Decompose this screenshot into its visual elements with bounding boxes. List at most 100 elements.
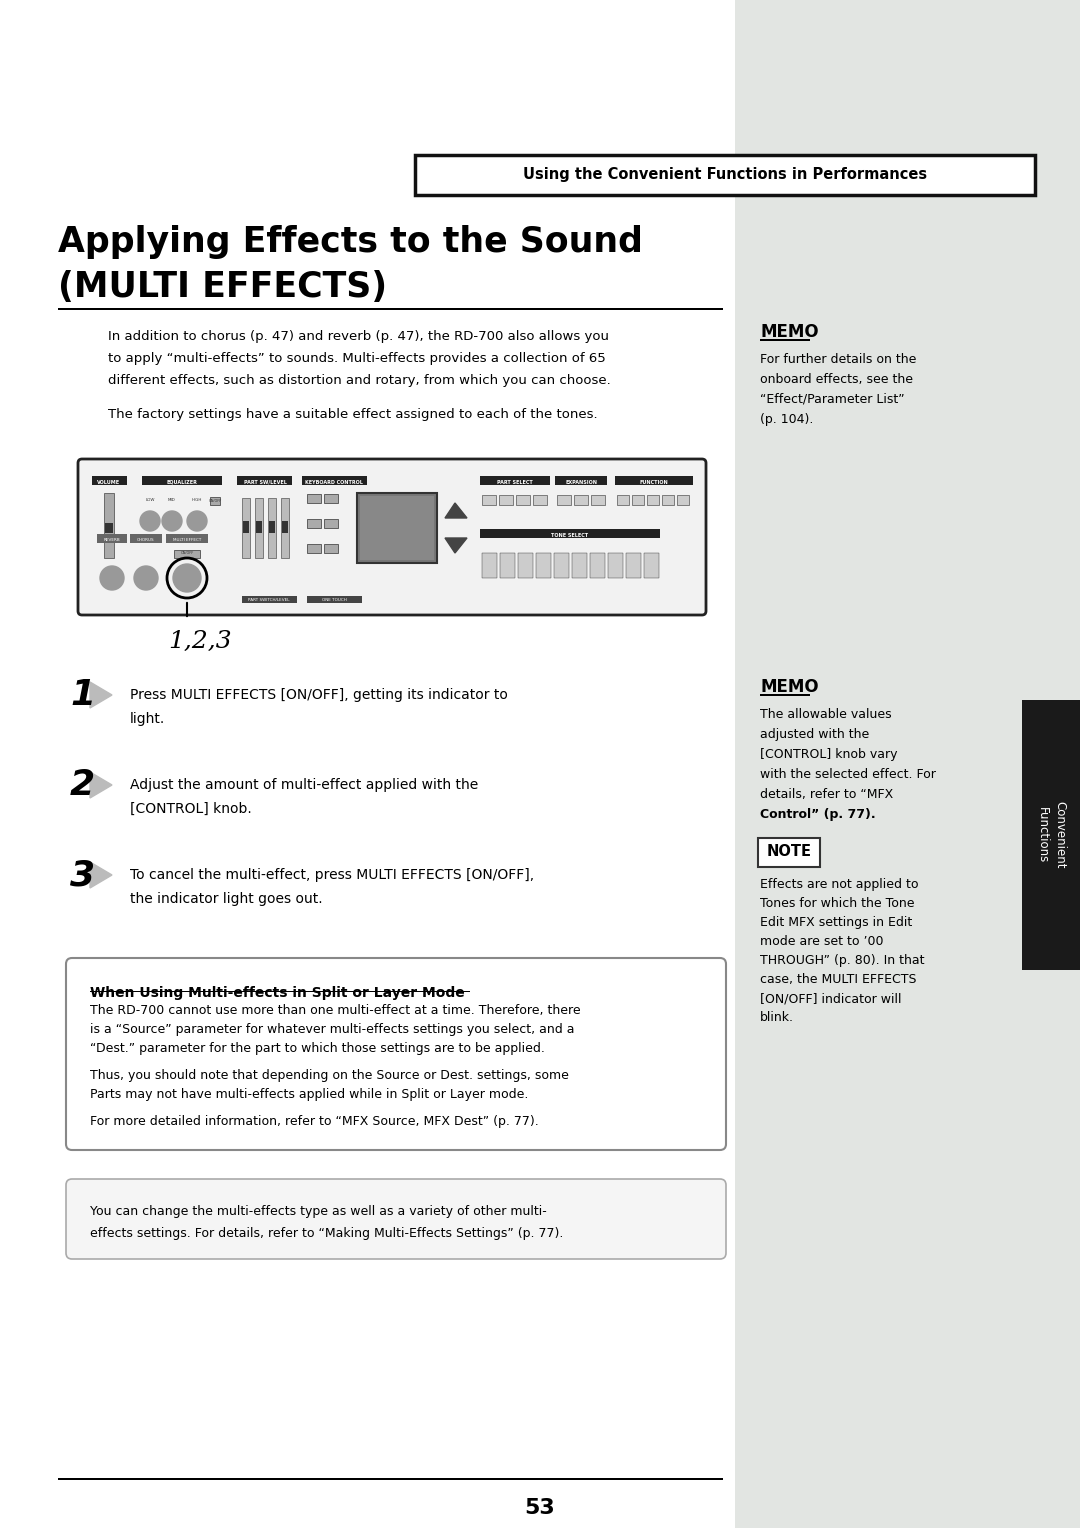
Text: THROUGH” (p. 80). In that: THROUGH” (p. 80). In that [760, 953, 924, 967]
Bar [58, 1478, 723, 1481]
Bar [1022, 700, 1080, 970]
Text: [ON/OFF] indicator will: [ON/OFF] indicator will [760, 992, 902, 1005]
Text: Parts may not have multi-effects applied while in Split or Layer mode.: Parts may not have multi-effects applied… [90, 1088, 528, 1102]
Text: details, refer to “MFX: details, refer to “MFX [760, 788, 893, 801]
Text: mode are set to ’00: mode are set to ’00 [760, 935, 883, 947]
Text: ON/OFF: ON/OFF [180, 552, 193, 555]
Bar [307, 544, 321, 553]
Bar [281, 498, 289, 558]
Bar [534, 495, 546, 504]
Bar [760, 339, 810, 341]
Text: Adjust the amount of multi-effect applied with the: Adjust the amount of multi-effect applie… [130, 778, 478, 792]
Bar [480, 529, 660, 538]
Bar [554, 553, 569, 578]
Bar [677, 495, 689, 504]
Bar [572, 553, 588, 578]
Bar [97, 533, 127, 542]
Text: Tones for which the Tone: Tones for which the Tone [760, 897, 915, 911]
Bar [482, 495, 496, 504]
Bar [237, 477, 292, 484]
Text: is a “Source” parameter for whatever multi-effects settings you select, and a: is a “Source” parameter for whatever mul… [90, 1024, 575, 1036]
Text: PART SW/LEVEL: PART SW/LEVEL [244, 480, 286, 484]
Bar [307, 494, 321, 503]
Text: [CONTROL] knob vary: [CONTROL] knob vary [760, 749, 897, 761]
Text: Control” (p. 77).: Control” (p. 77). [760, 808, 876, 821]
Text: FUNCTION: FUNCTION [639, 480, 669, 484]
Bar [632, 495, 644, 504]
Text: blink.: blink. [760, 1012, 794, 1024]
Text: LOW: LOW [145, 498, 154, 503]
Bar [480, 477, 550, 484]
Bar [644, 553, 659, 578]
Text: (p. 104).: (p. 104). [760, 413, 813, 426]
FancyBboxPatch shape [758, 837, 820, 866]
Text: The factory settings have a suitable effect assigned to each of the tones.: The factory settings have a suitable eff… [108, 408, 597, 422]
Text: different effects, such as distortion and rotary, from which you can choose.: different effects, such as distortion an… [108, 374, 611, 387]
Text: ON/OFF: ON/OFF [208, 500, 221, 503]
Bar [590, 553, 605, 578]
Text: MID: MID [168, 498, 176, 503]
Circle shape [140, 510, 160, 532]
Bar [626, 553, 642, 578]
Bar [500, 553, 515, 578]
Text: MEMO: MEMO [760, 322, 819, 341]
Text: with the selected effect. For: with the selected effect. For [760, 769, 936, 781]
Text: You can change the multi-effects type as well as a variety of other multi-: You can change the multi-effects type as… [90, 1206, 546, 1218]
Text: The allowable values: The allowable values [760, 707, 892, 721]
Bar [324, 520, 338, 529]
Circle shape [162, 510, 183, 532]
Bar [482, 553, 497, 578]
Circle shape [187, 510, 207, 532]
Text: (MULTI EFFECTS): (MULTI EFFECTS) [58, 270, 387, 304]
Text: Press MULTI EFFECTS [ON/OFF], getting its indicator to: Press MULTI EFFECTS [ON/OFF], getting it… [130, 688, 508, 701]
Text: Thus, you should note that depending on the Source or Dest. settings, some: Thus, you should note that depending on … [90, 1070, 569, 1082]
Bar [516, 495, 530, 504]
Text: HIGH: HIGH [192, 498, 202, 503]
Text: MULTI EFFECT: MULTI EFFECT [173, 538, 201, 542]
Bar [499, 495, 513, 504]
Text: For further details on the: For further details on the [760, 353, 916, 367]
Bar [760, 694, 810, 695]
Bar [608, 553, 623, 578]
Bar [302, 477, 367, 484]
Polygon shape [90, 862, 112, 888]
Bar [647, 495, 659, 504]
Text: MEMO: MEMO [760, 678, 819, 695]
Text: adjusted with the: adjusted with the [760, 727, 869, 741]
Text: effects settings. For details, refer to “Making Multi-Effects Settings” (p. 77).: effects settings. For details, refer to … [90, 1227, 564, 1241]
Text: case, the MULTI EFFECTS: case, the MULTI EFFECTS [760, 973, 917, 986]
Text: REVERB: REVERB [104, 538, 120, 542]
Bar [256, 521, 262, 533]
Bar [555, 477, 607, 484]
Text: VOLUME: VOLUME [97, 480, 121, 484]
Text: EXPANSION: EXPANSION [565, 480, 597, 484]
Text: KEYBOARD CONTROL: KEYBOARD CONTROL [305, 480, 363, 484]
Bar [242, 596, 297, 604]
Bar [360, 497, 434, 559]
Text: The RD-700 cannot use more than one multi-effect at a time. Therefore, there: The RD-700 cannot use more than one mult… [90, 1004, 581, 1018]
Bar [573, 495, 588, 504]
Bar [536, 553, 551, 578]
Polygon shape [445, 503, 467, 518]
Text: 53: 53 [525, 1497, 555, 1517]
FancyBboxPatch shape [78, 458, 706, 614]
Bar [174, 550, 200, 558]
Bar [324, 544, 338, 553]
Text: light.: light. [130, 712, 165, 726]
Bar [415, 154, 1035, 196]
Bar [617, 495, 629, 504]
Bar [307, 520, 321, 529]
Bar [269, 521, 275, 533]
Polygon shape [445, 538, 467, 553]
Text: to apply “multi-effects” to sounds. Multi-effects provides a collection of 65: to apply “multi-effects” to sounds. Mult… [108, 351, 606, 365]
Circle shape [173, 564, 201, 591]
Text: CHORUS: CHORUS [137, 538, 154, 542]
Bar [268, 498, 276, 558]
Bar [282, 521, 288, 533]
Text: TONE SELECT: TONE SELECT [552, 533, 589, 538]
Bar [307, 596, 362, 604]
Text: When Using Multi-effects in Split or Layer Mode: When Using Multi-effects in Split or Lay… [90, 986, 464, 999]
Bar [130, 533, 162, 542]
Text: NOTE: NOTE [767, 845, 811, 859]
Text: In addition to chorus (p. 47) and reverb (p. 47), the RD-700 also allows you: In addition to chorus (p. 47) and reverb… [108, 330, 609, 342]
